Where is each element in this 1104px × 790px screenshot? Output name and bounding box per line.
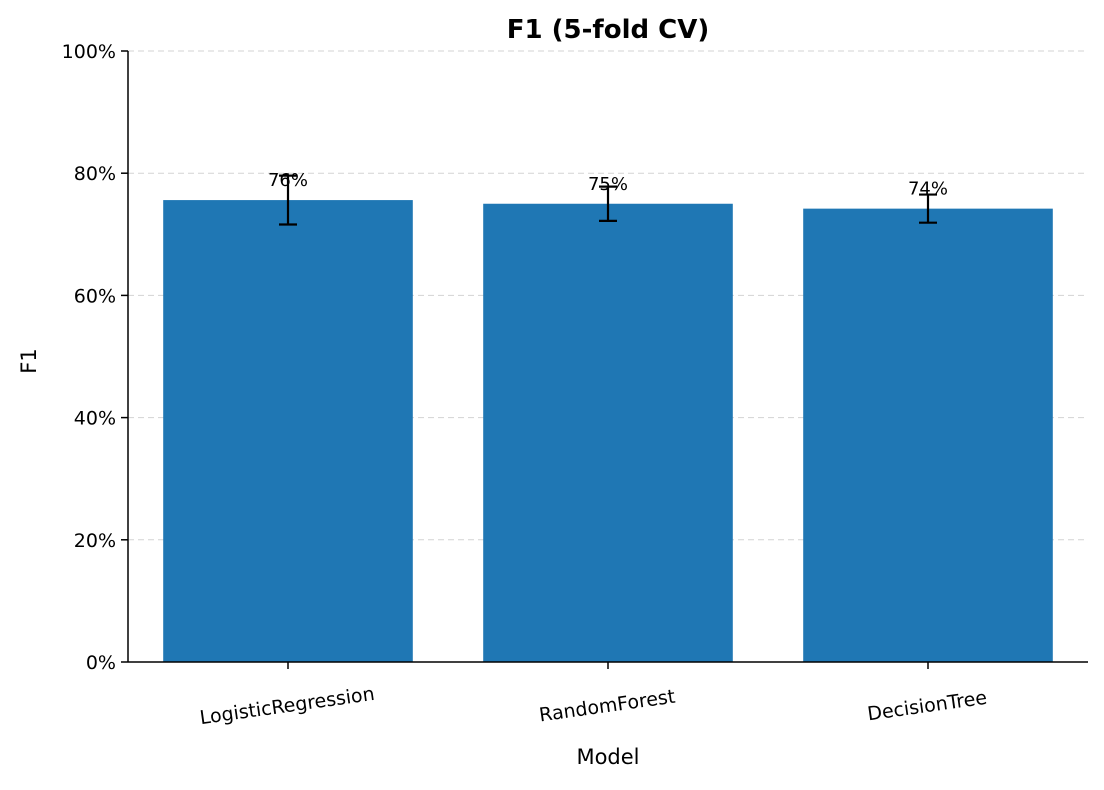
error-bars <box>279 174 937 226</box>
bar <box>483 203 733 662</box>
y-tick-label: 40% <box>74 408 116 430</box>
data-label: 75% <box>588 174 628 195</box>
x-ticks: LogisticRegression RandomForest DecisionTr… <box>198 662 988 729</box>
data-label: 74% <box>908 179 948 200</box>
y-tick-label: 60% <box>74 285 116 307</box>
y-tick-label: 0% <box>86 652 116 674</box>
y-tick-label: 100% <box>62 41 116 63</box>
y-tick-label: 20% <box>74 530 116 552</box>
bars <box>163 200 1053 663</box>
data-labels: 76% 75% 74% <box>268 170 948 200</box>
y-axis-label: F1 <box>17 348 41 373</box>
bar <box>163 200 413 663</box>
x-tick-label: DecisionTree <box>866 687 988 726</box>
y-ticks: 0% 20% 40% 60% 80% 100% <box>62 41 128 674</box>
data-label: 76% <box>268 170 308 191</box>
chart-title: F1 (5-fold CV) <box>507 15 710 45</box>
x-tick-label: LogisticRegression <box>198 683 376 729</box>
bar <box>803 208 1053 662</box>
x-axis-label: Model <box>576 745 639 769</box>
y-tick-label: 80% <box>74 163 116 185</box>
x-tick-label: RandomForest <box>538 686 677 727</box>
